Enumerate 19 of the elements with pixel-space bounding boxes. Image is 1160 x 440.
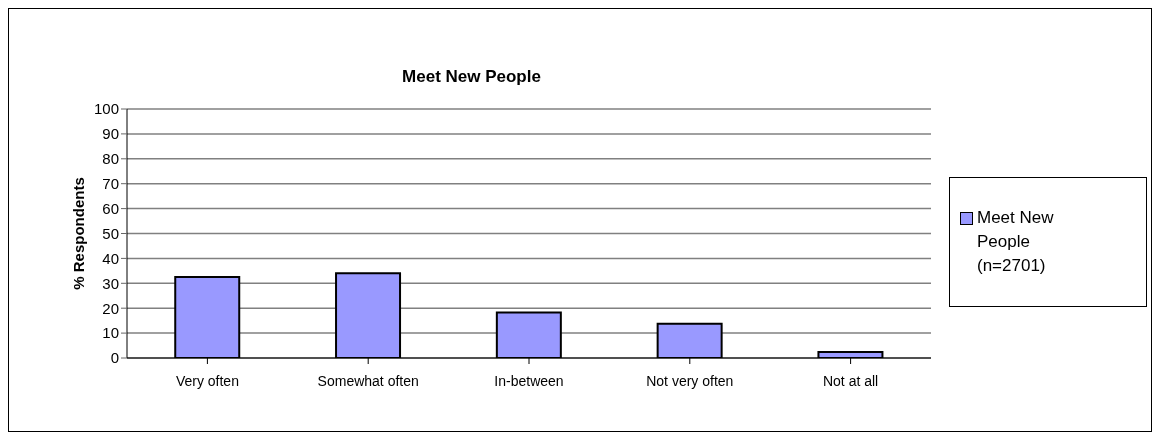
x-tick-label: Very often	[175, 373, 239, 389]
x-tick-label: Not very often	[646, 373, 734, 389]
y-tick-label: 0	[110, 349, 119, 367]
x-tick-label: In-between	[494, 373, 564, 389]
y-tick-label: 100	[93, 100, 119, 118]
y-tick-label: 80	[102, 150, 119, 168]
y-tick-label: 60	[102, 199, 119, 217]
y-axis-title: % Respondents	[70, 177, 88, 290]
y-tick-label: 50	[102, 224, 119, 242]
y-tick-label: 90	[102, 125, 119, 143]
legend-label: Meet New People (n=2701)	[977, 207, 1055, 277]
y-tick-label: 40	[102, 249, 119, 267]
x-tick-label: Not at all	[822, 373, 879, 389]
chart-title: Meet New People	[401, 67, 542, 87]
x-tick-label: Somewhat often	[317, 373, 419, 389]
y-tick-label: 30	[102, 274, 119, 292]
y-tick-label: 20	[102, 299, 119, 317]
y-tick-label: 70	[102, 175, 119, 193]
y-tick-label: 10	[102, 324, 119, 342]
